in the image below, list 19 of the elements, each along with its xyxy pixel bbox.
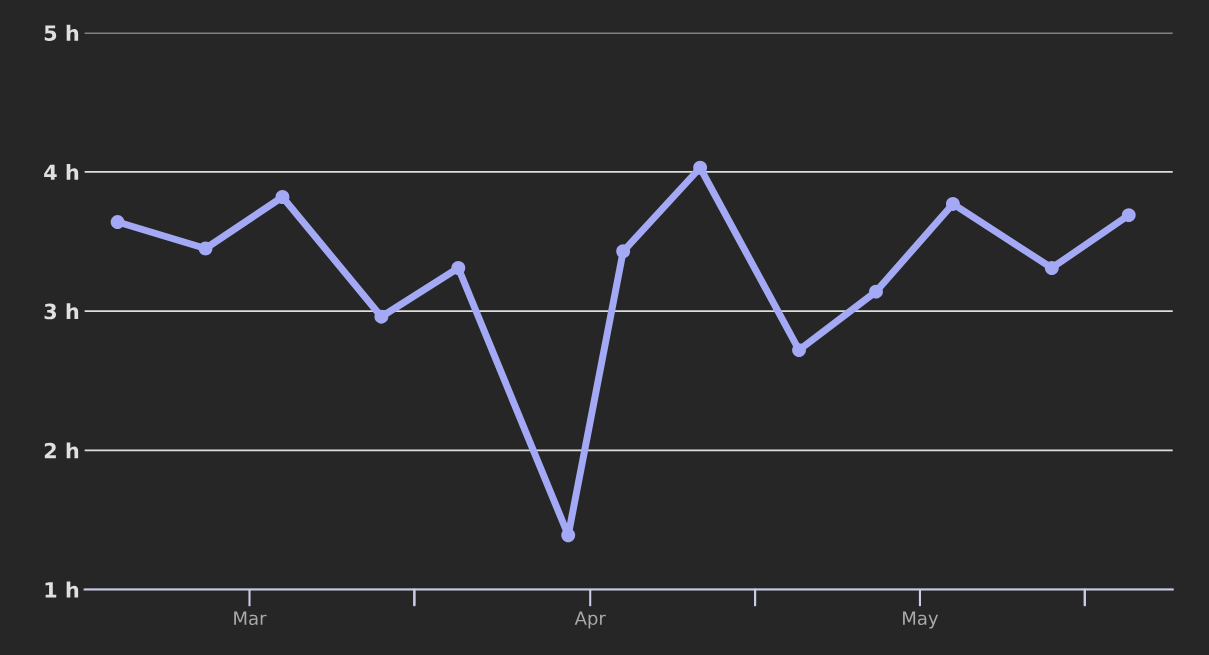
point — [451, 261, 466, 275]
x-tick-label: Mar — [234, 611, 267, 625]
y-tick-label: 3 h — [44, 303, 79, 320]
point — [374, 309, 389, 324]
point — [869, 284, 883, 299]
point — [1044, 261, 1059, 275]
x-tick-label: Apr — [574, 611, 606, 629]
y-tick-label: 2 h — [44, 442, 79, 459]
point — [561, 528, 576, 543]
point — [792, 343, 806, 358]
point — [945, 197, 960, 211]
x-tick-label: May — [903, 611, 939, 629]
y-tick-label: 5 h — [44, 24, 79, 41]
y-tick-label: 1 h — [45, 581, 79, 598]
point — [616, 244, 631, 259]
y-tick-label: 4 h — [44, 164, 79, 180]
point — [693, 160, 708, 175]
point — [275, 190, 290, 204]
point — [1121, 208, 1136, 223]
